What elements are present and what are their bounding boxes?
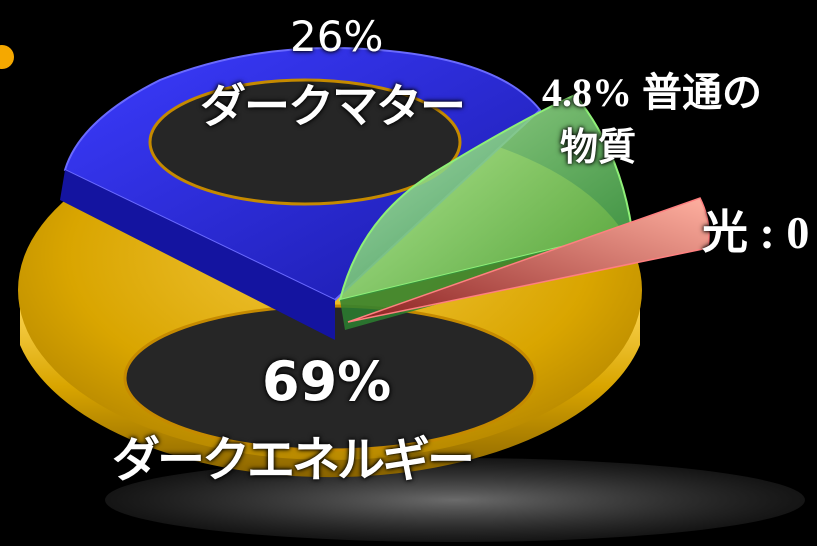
dark-matter-slice-side — [60, 170, 335, 340]
dark-matter-percent: 26% — [290, 12, 384, 61]
ordinary-matter-label: 物質 — [560, 127, 637, 169]
dark-energy-percent: 69% — [262, 350, 392, 413]
dark-matter-label: ダークマター — [200, 79, 466, 133]
light-label: 光 : 0 — [702, 207, 810, 258]
bullet-dot — [0, 45, 14, 69]
dark-energy-label: ダークエネルギー — [112, 432, 475, 488]
dark-matter-inset — [148, 78, 462, 206]
pie-shadow — [105, 458, 805, 542]
ordinary-matter-percent: 4.8% 普通の — [542, 70, 762, 115]
ordinary-matter-slice — [338, 93, 634, 302]
light-slice — [347, 197, 710, 323]
